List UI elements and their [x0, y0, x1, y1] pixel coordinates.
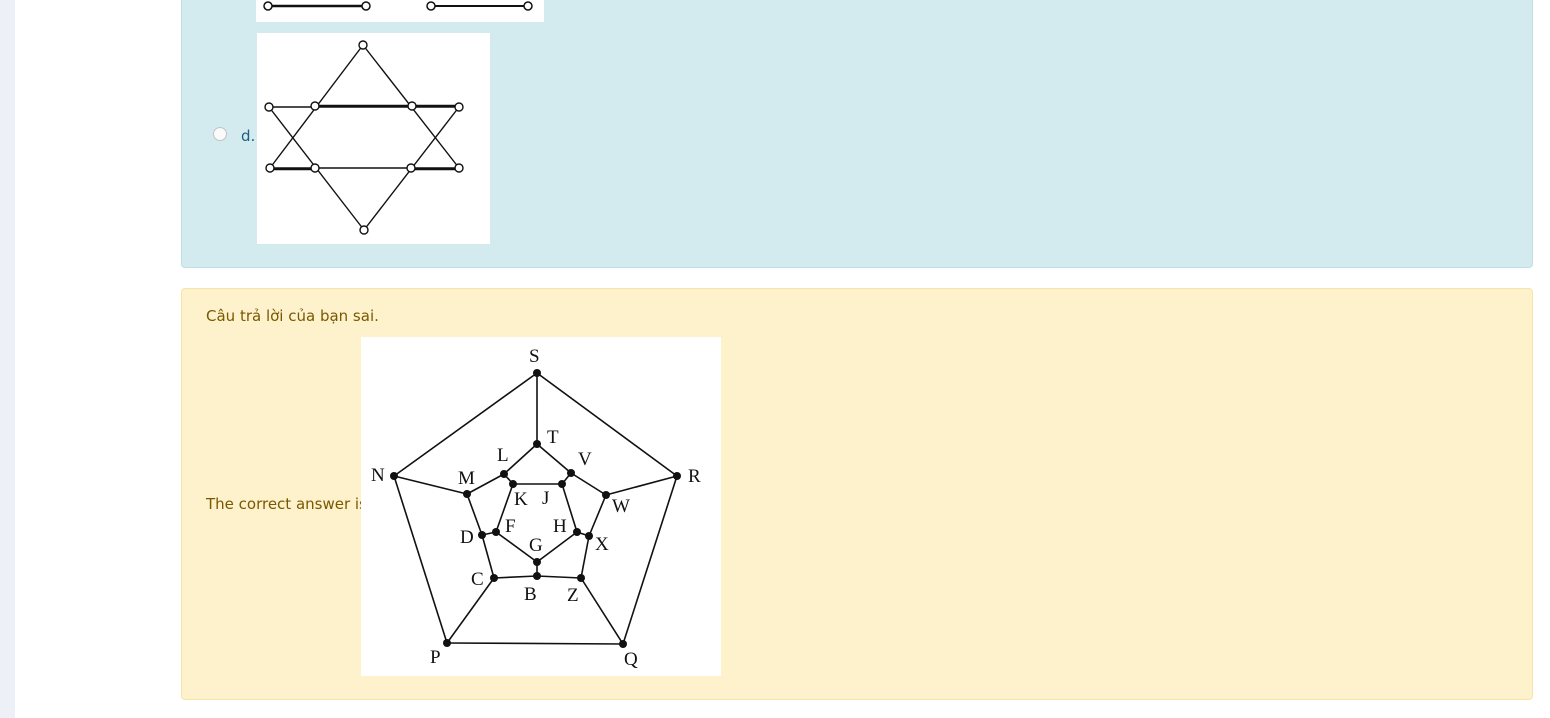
- option-c-graph-svg: [263, 1, 533, 11]
- correct-answer-label: The correct answer is:: [206, 495, 372, 513]
- vertex-label-m: M: [458, 468, 475, 489]
- vertex-label-s: S: [529, 346, 540, 367]
- vertex-label-r: R: [688, 466, 701, 487]
- vertex-label-k: K: [514, 489, 528, 510]
- vertex-label-c: C: [471, 569, 484, 590]
- feedback-result-text: Câu trả lời của bạn sai.: [206, 307, 379, 325]
- vertex-label-v: V: [578, 449, 592, 470]
- vertex-label-z: Z: [567, 585, 579, 606]
- vertex-label-n: N: [371, 465, 385, 486]
- vertex-label-x: X: [595, 534, 609, 555]
- vertex-label-h: H: [553, 516, 567, 537]
- option-d-radio[interactable]: [213, 127, 227, 141]
- option-c-graph-image: [256, 0, 544, 22]
- vertex-label-f: F: [505, 516, 516, 537]
- vertex-label-p: P: [430, 647, 441, 668]
- vertex-label-w: W: [612, 496, 630, 517]
- option-d-label[interactable]: d.: [241, 127, 256, 145]
- vertex-label-j: J: [542, 488, 549, 509]
- option-d-star-graph-svg: [264, 40, 464, 235]
- correct-answer-graph-image: S T V L N R M K J W D F H G X C B Z P Q: [361, 337, 721, 676]
- vertex-label-t: T: [547, 427, 559, 448]
- correct-answer-graph-svg: S T V L N R M K J W D F H G X C B Z P Q: [371, 346, 701, 670]
- vertex-label-q: Q: [624, 649, 638, 670]
- left-sidebar-strip: [0, 0, 15, 718]
- vertex-label-g: G: [529, 535, 543, 556]
- vertex-label-d: D: [460, 527, 474, 548]
- vertex-label-b: B: [524, 584, 537, 605]
- vertex-label-l: L: [497, 445, 509, 466]
- option-d-graph-image: [257, 33, 490, 244]
